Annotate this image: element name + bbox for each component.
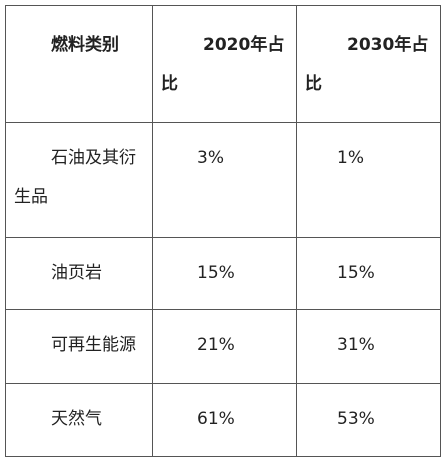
share-2020-cell: 15% bbox=[152, 237, 297, 310]
share-2030-cell: 31% bbox=[296, 309, 441, 384]
fuel-name-cell: 油页岩 bbox=[5, 237, 153, 310]
table-row: 天然气 61% 53% bbox=[5, 383, 441, 457]
share-2020-cell: 61% bbox=[152, 383, 297, 457]
share-2030-cell: 1% bbox=[296, 122, 441, 238]
header-cell-fuel-type: 燃料类别 bbox=[5, 5, 153, 123]
fuel-name-cell: 天然气 bbox=[5, 383, 153, 457]
table-row: 可再生能源 21% 31% bbox=[5, 309, 441, 384]
fuel-name-cell: 石油及其衍生品 bbox=[5, 122, 153, 238]
header-cell-2030-share: 2030年占比 bbox=[296, 5, 441, 123]
table-row: 油页岩 15% 15% bbox=[5, 237, 441, 310]
share-2020-cell: 3% bbox=[152, 122, 297, 238]
share-2030-cell: 53% bbox=[296, 383, 441, 457]
table-row: 石油及其衍生品 3% 1% bbox=[5, 122, 441, 238]
share-2020-cell: 21% bbox=[152, 309, 297, 384]
fuel-share-table: 燃料类别 2020年占比 2030年占比 石油及其衍生品 3% 1% 油页岩 1… bbox=[5, 5, 441, 457]
header-cell-2020-share: 2020年占比 bbox=[152, 5, 297, 123]
share-2030-cell: 15% bbox=[296, 237, 441, 310]
table-header-row: 燃料类别 2020年占比 2030年占比 bbox=[5, 5, 441, 123]
fuel-name-cell: 可再生能源 bbox=[5, 309, 153, 384]
